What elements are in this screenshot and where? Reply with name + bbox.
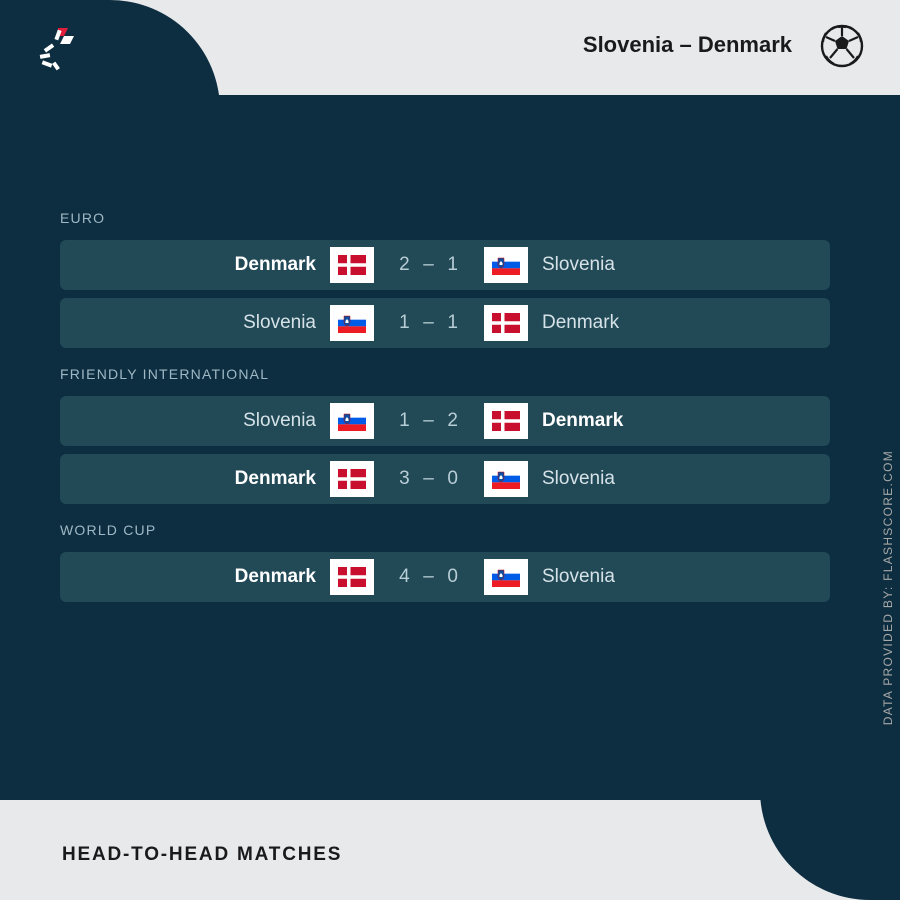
category-label: WORLD CUP <box>60 522 830 538</box>
home-flag-icon <box>330 403 374 439</box>
away-team: Slovenia <box>528 566 798 588</box>
match-score: 2 – 1 <box>374 254 484 276</box>
match-score: 4 – 0 <box>374 566 484 588</box>
away-team: Slovenia <box>528 468 798 490</box>
category-label: EURO <box>60 210 830 226</box>
away-flag-icon <box>484 305 528 341</box>
footer-title: HEAD-TO-HEAD MATCHES <box>62 844 342 866</box>
home-team: Denmark <box>60 468 330 490</box>
match-row[interactable]: Denmark 4 – 0 Slovenia <box>60 552 830 602</box>
home-flag-icon <box>330 461 374 497</box>
home-flag-icon <box>330 559 374 595</box>
main-container: Slovenia – Denmark EURO Denmark 2 – 1 <box>0 0 900 900</box>
match-row[interactable]: Slovenia 1 – 2 Denmark <box>60 396 830 446</box>
football-icon <box>820 24 864 68</box>
away-flag-icon <box>484 559 528 595</box>
category-label: FRIENDLY INTERNATIONAL <box>60 366 830 382</box>
match-score: 1 – 2 <box>374 410 484 432</box>
flashscore-logo <box>34 24 82 72</box>
data-provider-watermark: DATA PROVIDED BY: FLASHSCORE.COM <box>881 450 895 725</box>
home-team: Denmark <box>60 566 330 588</box>
away-flag-icon <box>484 461 528 497</box>
away-flag-icon <box>484 247 528 283</box>
home-team: Slovenia <box>60 410 330 432</box>
match-row[interactable]: Denmark 3 – 0 Slovenia <box>60 454 830 504</box>
match-row[interactable]: Denmark 2 – 1 Slovenia <box>60 240 830 290</box>
match-score: 1 – 1 <box>374 312 484 334</box>
match-row[interactable]: Slovenia 1 – 1 Denmark <box>60 298 830 348</box>
away-flag-icon <box>484 403 528 439</box>
page-title: Slovenia – Denmark <box>583 32 792 58</box>
away-team: Denmark <box>528 410 798 432</box>
home-team: Denmark <box>60 254 330 276</box>
away-team: Denmark <box>528 312 798 334</box>
home-flag-icon <box>330 247 374 283</box>
matches-content: EURO Denmark 2 – 1 Slovenia Slovenia <box>60 210 830 610</box>
home-team: Slovenia <box>60 312 330 334</box>
away-team: Slovenia <box>528 254 798 276</box>
home-flag-icon <box>330 305 374 341</box>
match-score: 3 – 0 <box>374 468 484 490</box>
